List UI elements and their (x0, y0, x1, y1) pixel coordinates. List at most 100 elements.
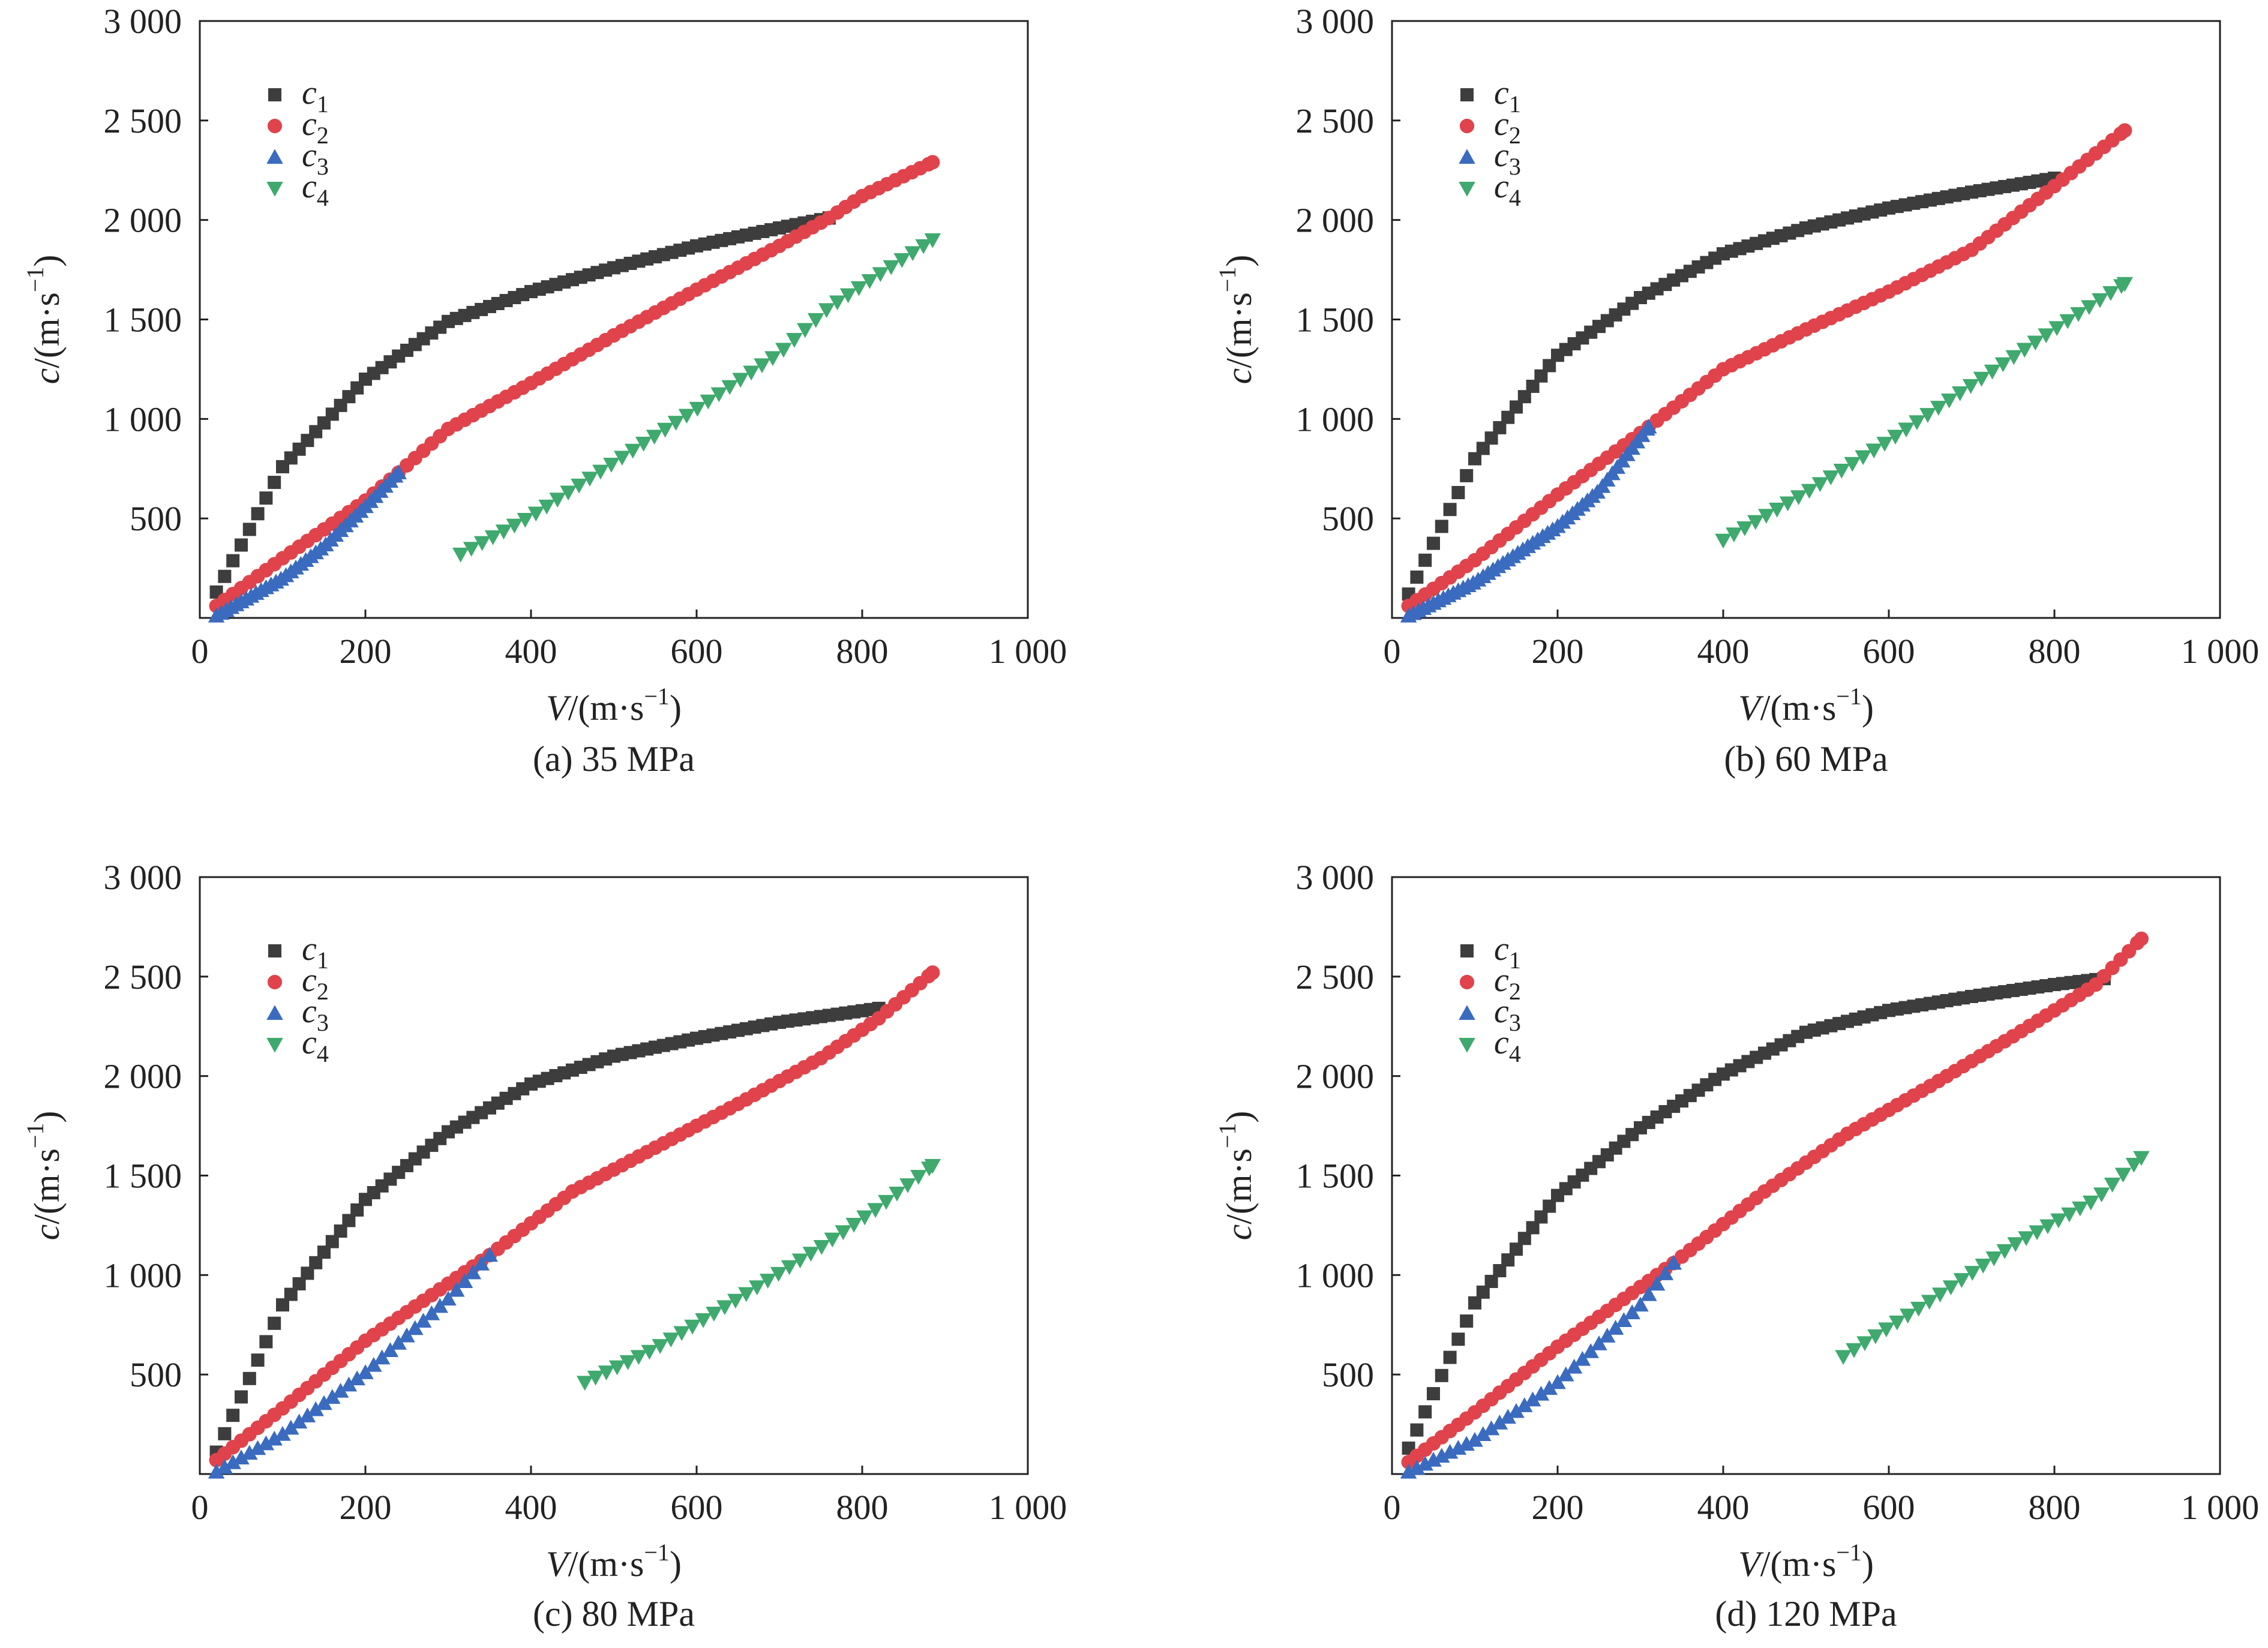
data-point-c3 (1516, 1397, 1533, 1412)
data-point-c1 (1493, 421, 1507, 434)
y-tick-label: 2 000 (1296, 1057, 1375, 1096)
data-point-c4 (2070, 307, 2087, 322)
data-point-c4 (689, 401, 706, 417)
data-point-c3 (456, 1273, 473, 1288)
data-point-c4 (1931, 1287, 1949, 1303)
data-point-c3 (448, 1281, 465, 1297)
data-point-c4 (484, 530, 502, 545)
data-point-c3 (1640, 1286, 1657, 1301)
data-point-c4 (706, 1307, 722, 1322)
data-point-c3 (365, 1356, 382, 1372)
data-point-c1 (1427, 536, 1440, 550)
data-point-c1 (1410, 1423, 1424, 1437)
data-point-c3 (266, 1430, 283, 1446)
data-point-c3 (1574, 1350, 1591, 1366)
data-point-c4 (754, 358, 770, 374)
legend-label-c2: c2 (1494, 106, 1521, 149)
data-point-c4 (1835, 1350, 1852, 1365)
y-tick-label: 2 000 (1296, 201, 1375, 240)
data-point-c1 (1534, 369, 1548, 383)
x-axis-label: V/(m·s−1) (1738, 683, 1874, 728)
data-point-c4 (770, 1266, 787, 1282)
data-point-c4 (2027, 335, 2044, 351)
data-point-c3 (233, 1449, 250, 1465)
data-point-c4 (1726, 527, 1742, 543)
data-point-c1 (218, 569, 232, 583)
y-tick-label: 3 000 (1296, 2, 1375, 41)
y-tick-label: 500 (1322, 1355, 1374, 1394)
data-point-c4 (1715, 533, 1732, 549)
data-point-c4 (727, 1293, 744, 1309)
data-point-c4 (1953, 1273, 1970, 1288)
data-point-c2 (925, 965, 940, 980)
y-tick-label: 3 000 (1296, 858, 1375, 897)
data-point-c4 (710, 387, 728, 403)
data-point-c4 (700, 394, 717, 410)
series-c3 (208, 464, 407, 623)
data-point-c4 (915, 239, 932, 254)
data-point-c1 (1510, 1242, 1523, 1256)
data-point-c1 (226, 554, 240, 568)
legend-label-c4: c4 (1494, 1024, 1521, 1067)
data-point-c4 (517, 513, 534, 528)
data-point-c1 (259, 1335, 273, 1349)
data-point-c4 (1985, 1251, 2003, 1266)
x-tick-label: 400 (1697, 1488, 1750, 1527)
data-point-c3 (208, 1463, 225, 1479)
panel-3: 0 200 400 600 800 1 000 500 1 000 1 500 2 000 2 50… (22, 858, 1067, 1634)
series-c1 (1402, 172, 2061, 601)
data-point-c1 (1526, 1221, 1540, 1235)
data-point-c3 (1565, 1358, 1583, 1374)
data-point-c4 (495, 524, 512, 540)
data-point-c1 (1435, 1368, 1448, 1382)
data-point-c3 (415, 1313, 432, 1328)
data-point-c1 (1501, 410, 1515, 424)
data-point-c4 (560, 485, 577, 501)
panel-caption: (b) 60 MPa (1724, 739, 1888, 779)
y-tick-label: 500 (1322, 499, 1374, 538)
series-c4 (1715, 277, 2134, 549)
data-point-c4 (1867, 1329, 1884, 1344)
data-point-c1 (1543, 359, 1556, 373)
data-point-c4 (1876, 437, 1893, 452)
data-point-c3 (464, 1264, 482, 1280)
data-point-c4 (695, 1313, 712, 1328)
y-axis-label: c/(m·s−1) (22, 255, 67, 385)
data-point-c3 (481, 1247, 498, 1262)
data-point-c3 (324, 1389, 341, 1404)
data-point-c4 (2092, 293, 2108, 308)
data-point-c4 (867, 1203, 884, 1218)
legend-marker-c3 (266, 149, 283, 164)
legend-label-c3: c3 (302, 993, 329, 1036)
legend-label-c3: c3 (1494, 993, 1521, 1036)
data-point-c3 (1433, 1448, 1450, 1463)
data-point-c4 (673, 1326, 690, 1341)
legend-marker-c2 (1459, 118, 1475, 134)
data-point-c3 (1483, 1420, 1500, 1436)
data-point-c3 (1524, 1391, 1541, 1407)
data-point-c1 (1468, 452, 1481, 466)
y-tick-label: 1 500 (104, 301, 182, 340)
x-tick-label: 1 000 (2181, 1488, 2260, 1527)
legend-label-c3: c3 (1494, 137, 1521, 180)
legend-marker-c4 (1459, 182, 1475, 197)
data-point-c4 (807, 313, 824, 328)
data-point-c4 (662, 1332, 679, 1348)
y-tick-label: 3 000 (104, 2, 182, 41)
legend-marker-c2 (267, 974, 283, 990)
data-point-c3 (1425, 1452, 1442, 1467)
legend-marker-c2 (1459, 974, 1475, 990)
legend-label-c2: c2 (302, 962, 329, 1005)
data-point-c4 (2093, 1187, 2110, 1203)
data-point-c3 (1632, 1296, 1649, 1312)
data-point-c4 (506, 518, 523, 534)
data-point-c1 (1435, 520, 1448, 533)
data-point-c1 (1517, 390, 1531, 404)
data-point-c4 (1887, 430, 1904, 445)
data-point-c4 (824, 1232, 841, 1248)
data-point-c1 (1526, 379, 1540, 393)
data-point-c3 (332, 1382, 349, 1398)
data-point-c4 (624, 443, 641, 459)
data-point-c1 (1468, 1296, 1481, 1310)
x-tick-label: 0 (191, 1488, 209, 1527)
